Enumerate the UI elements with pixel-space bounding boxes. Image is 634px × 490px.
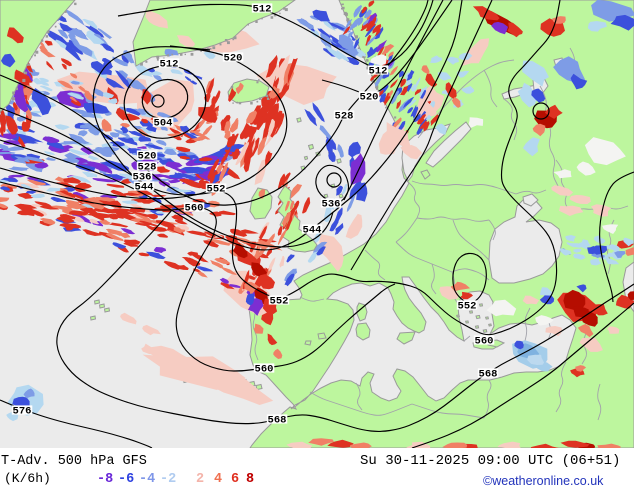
svg-text:©weatheronline.co.uk: ©weatheronline.co.uk (483, 474, 604, 488)
svg-text:-2: -2 (160, 472, 176, 487)
svg-text:568: 568 (268, 415, 287, 427)
svg-text:560: 560 (185, 203, 204, 215)
svg-text:552: 552 (458, 301, 477, 313)
svg-text:544: 544 (303, 225, 322, 237)
svg-text:2: 2 (196, 472, 204, 487)
svg-text:T-Adv. 500 hPa GFS: T-Adv. 500 hPa GFS (1, 454, 147, 469)
svg-text:520: 520 (360, 92, 379, 104)
svg-text:552: 552 (270, 296, 289, 308)
svg-text:568: 568 (479, 369, 498, 381)
svg-text:536: 536 (133, 172, 152, 184)
svg-text:-6: -6 (118, 472, 134, 487)
svg-text:512: 512 (253, 4, 272, 16)
svg-text:544: 544 (135, 182, 154, 194)
svg-text:8: 8 (246, 472, 254, 487)
svg-text:-8: -8 (97, 472, 113, 487)
svg-text:560: 560 (255, 364, 274, 376)
svg-text:520: 520 (224, 53, 243, 65)
svg-text:Su 30-11-2025 09:00 UTC (06+51: Su 30-11-2025 09:00 UTC (06+51) (360, 453, 620, 469)
svg-text:-4: -4 (139, 472, 155, 487)
svg-text:560: 560 (475, 336, 494, 348)
svg-text:512: 512 (160, 59, 179, 71)
svg-text:528: 528 (138, 162, 157, 174)
svg-text:536: 536 (322, 199, 341, 211)
svg-text:528: 528 (335, 111, 354, 123)
svg-text:4: 4 (214, 472, 222, 487)
svg-text:552: 552 (207, 184, 226, 196)
svg-text:6: 6 (231, 472, 239, 487)
svg-text:504: 504 (154, 118, 173, 130)
svg-text:512: 512 (369, 66, 388, 78)
svg-text:(K/6h): (K/6h) (4, 471, 51, 486)
svg-text:576: 576 (13, 406, 32, 418)
svg-text:520: 520 (138, 151, 157, 163)
